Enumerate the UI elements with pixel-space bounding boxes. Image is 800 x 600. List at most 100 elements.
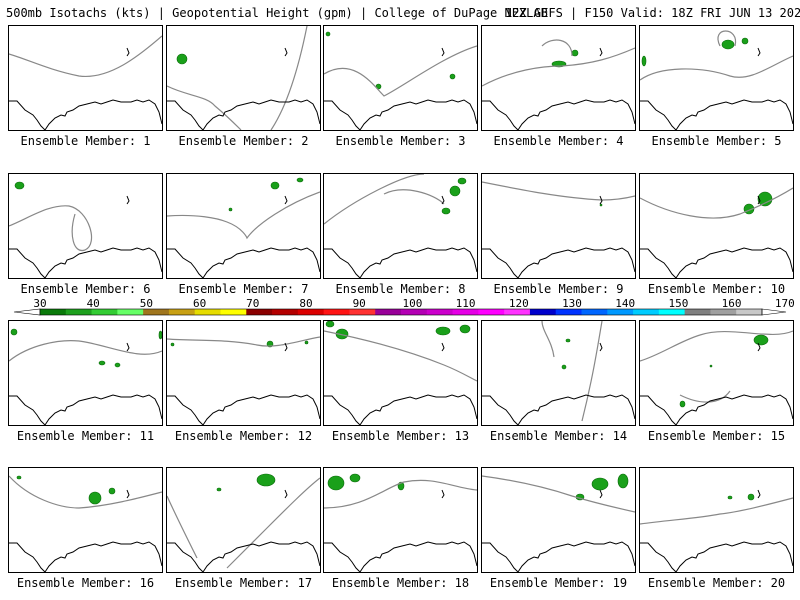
colorbar-tick-label: 40 xyxy=(86,297,100,310)
colorbar-swatch xyxy=(323,309,350,315)
isotach-area xyxy=(561,364,567,370)
ensemble-member-map xyxy=(323,25,478,131)
colorbar-swatch xyxy=(736,309,763,315)
coastline-florida xyxy=(284,489,288,499)
colorbar-swatch xyxy=(633,309,660,315)
height-contour xyxy=(482,47,635,87)
coastline-florida xyxy=(284,47,288,57)
ensemble-member-map xyxy=(481,173,636,279)
isotach-area xyxy=(108,487,116,495)
ensemble-member-map xyxy=(166,173,321,279)
colorbar-tick-label: 70 xyxy=(246,297,260,310)
isotach-area xyxy=(441,207,451,215)
isotach-area xyxy=(435,326,451,336)
colorbar-swatch xyxy=(143,309,170,315)
height-contour xyxy=(9,35,162,77)
isotach-area xyxy=(296,177,304,183)
ensemble-member-label: Ensemble Member: 17 xyxy=(174,576,313,590)
coastline xyxy=(167,394,320,425)
ensemble-member-map xyxy=(8,25,163,131)
ensemble-map-plot xyxy=(640,187,793,278)
isotach-area xyxy=(170,342,175,347)
colorbar-swatch xyxy=(426,309,453,315)
height-contour xyxy=(324,479,477,509)
ensemble-member-map xyxy=(481,320,636,426)
colorbar-swatch xyxy=(168,309,196,315)
ensemble-member-label: Ensemble Member: 3 xyxy=(335,134,466,148)
colorbar-swatch xyxy=(684,309,711,315)
colorbar-swatch xyxy=(401,309,428,315)
colorbar-swatch xyxy=(452,309,479,315)
ensemble-member-label: Ensemble Member: 14 xyxy=(489,429,628,443)
isotach-area xyxy=(16,475,22,480)
coastline xyxy=(9,394,162,425)
colorbar-tick-label: 170 xyxy=(774,297,795,310)
colorbar-tick-label: 120 xyxy=(508,297,529,310)
isotach-area xyxy=(457,177,467,185)
ensemble-map-plot xyxy=(9,328,162,425)
height-contour xyxy=(324,330,477,382)
coastline-florida xyxy=(126,195,130,205)
isotach-area xyxy=(641,55,647,67)
isotach-area xyxy=(256,473,276,487)
isotach-area xyxy=(721,39,735,50)
isotach-area xyxy=(349,473,361,483)
height-contour xyxy=(640,187,793,219)
coastline-florida xyxy=(757,342,761,352)
ensemble-member-map xyxy=(8,173,163,279)
isotach-area xyxy=(753,334,769,346)
height-contour xyxy=(640,55,793,81)
coastline-florida xyxy=(757,47,761,57)
height-contour xyxy=(226,477,320,569)
coastline-florida xyxy=(441,195,445,205)
height-contour xyxy=(270,26,308,130)
height-contour xyxy=(541,39,573,57)
coastline xyxy=(324,99,477,130)
ensemble-member-map xyxy=(323,320,478,426)
ensemble-member-label: Ensemble Member: 16 xyxy=(16,576,155,590)
coastline xyxy=(9,541,162,572)
ensemble-member-label: Ensemble Member: 15 xyxy=(647,429,786,443)
isotach-area xyxy=(679,400,686,408)
ensemble-member-map xyxy=(166,467,321,573)
ensemble-member-map xyxy=(639,320,794,426)
height-contour xyxy=(482,475,635,513)
colorbar-tick-label: 150 xyxy=(668,297,689,310)
colorbar-swatch xyxy=(529,309,557,315)
isotach-area xyxy=(565,338,571,343)
ensemble-member-label: Ensemble Member: 13 xyxy=(331,429,470,443)
colorbar-tick-label: 30 xyxy=(33,297,47,310)
colorbar-tick-label: 60 xyxy=(192,297,207,310)
height-contour xyxy=(482,181,635,201)
isotach-area xyxy=(325,321,335,328)
isotach-area xyxy=(216,487,222,492)
isotach-area xyxy=(449,185,461,197)
colorbar-swatch xyxy=(581,309,608,315)
colorbar-swatch xyxy=(40,309,67,315)
coastline xyxy=(640,541,793,572)
colorbar-swatch xyxy=(117,309,144,315)
run-valid-time: 12Z GEFS | F150 Valid: 18Z FRI JUN 13 20… xyxy=(505,6,800,20)
colorbar-swatch xyxy=(246,309,273,315)
coastline-florida xyxy=(441,489,445,499)
ensemble-map-plot xyxy=(640,489,793,572)
ensemble-member-label: Ensemble Member: 2 xyxy=(178,134,309,148)
coastline xyxy=(167,99,320,130)
ensemble-map-plot xyxy=(324,473,477,572)
ensemble-member-label: Ensemble Member: 20 xyxy=(647,576,786,590)
colorbar-swatch xyxy=(375,309,402,315)
coastline xyxy=(482,247,635,278)
ensemble-map-plot xyxy=(9,181,162,278)
coastline xyxy=(324,394,477,425)
isotach-area xyxy=(591,477,609,491)
coastline-florida xyxy=(441,47,445,57)
coastline xyxy=(9,99,162,130)
height-contour xyxy=(9,340,162,362)
isotach-area xyxy=(228,207,233,212)
coastline xyxy=(324,247,477,278)
ensemble-member-map xyxy=(166,25,321,131)
ensemble-member-map xyxy=(8,320,163,426)
colorbar-tick-label: 90 xyxy=(352,297,366,310)
coastline-florida xyxy=(441,342,445,352)
ensemble-member-label: Ensemble Member: 5 xyxy=(651,134,782,148)
